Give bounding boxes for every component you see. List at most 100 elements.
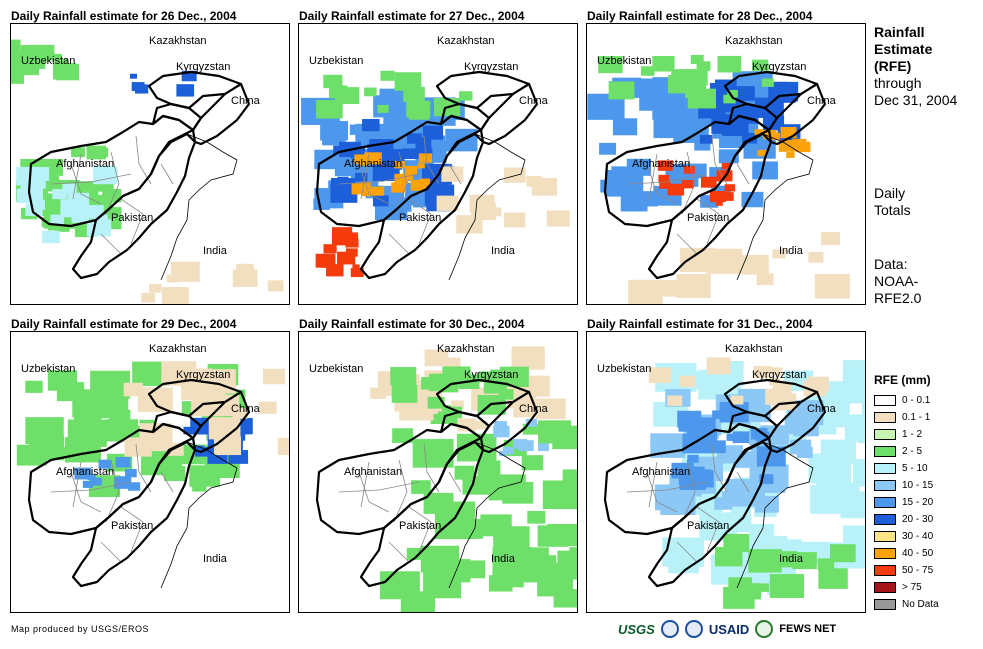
rainfall-cell xyxy=(232,269,258,287)
rainfall-cell xyxy=(755,495,779,513)
rainfall-cell xyxy=(502,481,534,504)
province-boundary xyxy=(70,471,102,513)
province-boundary xyxy=(646,163,678,205)
rainfall-cell xyxy=(352,264,360,270)
rainfall-cell xyxy=(29,167,50,181)
rainfall-cell xyxy=(518,440,534,452)
rainfall-cell xyxy=(679,471,706,490)
country-border xyxy=(71,132,197,280)
rainfall-cell xyxy=(494,421,507,430)
rainfall-cell xyxy=(502,446,514,455)
rainfall-cell xyxy=(380,70,395,81)
legend-item: 20 - 30 xyxy=(874,511,939,528)
country-border xyxy=(439,102,491,132)
country-label-afghanistan: Afghanistan xyxy=(632,158,690,170)
province-boundary xyxy=(338,173,420,185)
rainfall-cell xyxy=(499,451,507,457)
rainfall-cell xyxy=(667,183,685,196)
rainfall-cell xyxy=(699,134,713,144)
rainfall-cell xyxy=(262,368,286,385)
rainfall-cell xyxy=(16,444,47,466)
rainfall-cell xyxy=(493,425,510,438)
rainfall-cell xyxy=(74,467,92,480)
rainfall-cell xyxy=(411,480,431,494)
rainfall-cell xyxy=(424,349,449,367)
map-canvas: Kazakhstan Uzbekistan Kyrgyzstan China Afgha… xyxy=(16,343,289,589)
rainfall-cell xyxy=(129,73,138,79)
province-boundary xyxy=(676,541,698,563)
rainfall-cell xyxy=(361,188,373,197)
rainfall-cell xyxy=(406,133,422,144)
country-label-afghanistan: Afghanistan xyxy=(344,158,402,170)
rainfall-cell xyxy=(394,72,422,91)
rainfall-cell xyxy=(351,182,369,195)
legend-label: 10 - 15 xyxy=(902,480,934,491)
noaa-seal-icon xyxy=(660,620,679,638)
legend-swatch xyxy=(874,395,896,406)
rainfall-cell xyxy=(499,366,529,388)
country-label-afghanistan: Afghanistan xyxy=(344,466,402,478)
rainfall-cell xyxy=(750,427,768,440)
legend-label: 0.1 - 1 xyxy=(902,412,931,423)
legend-item: > 75 xyxy=(874,579,939,596)
legend-item: 0.1 - 1 xyxy=(874,409,939,426)
province-boundary xyxy=(105,459,120,523)
rainfall-cell xyxy=(446,366,465,380)
rainfall-cell xyxy=(521,455,544,471)
rainfall-cell xyxy=(11,70,25,84)
rainfall-cell xyxy=(726,433,737,441)
rainfall-cell xyxy=(90,429,105,439)
rainfall-cell xyxy=(371,186,385,196)
rainfall-cell xyxy=(141,292,156,303)
rainfall-cell xyxy=(778,140,796,152)
province-boundary xyxy=(408,506,432,553)
rainfall-cell xyxy=(161,287,189,304)
rainfall-cell xyxy=(402,148,418,160)
usgs-logo: USGS xyxy=(618,621,655,637)
province-boundary xyxy=(648,461,658,508)
rainfall-cell xyxy=(94,147,109,158)
rainfall-cell xyxy=(51,53,63,62)
fews-net-logo: FEWS NET xyxy=(779,623,837,635)
country-label-kyrgyzstan: Kyrgyzstan xyxy=(464,369,518,381)
rainfall-cell xyxy=(722,490,739,503)
rainfall-cell xyxy=(41,230,60,244)
rainfall-cell xyxy=(195,445,204,452)
province-boundary xyxy=(388,541,410,563)
rainfall-cell xyxy=(818,568,848,589)
data-source-line2: RFE2.0 xyxy=(874,290,922,306)
rainfall-cell xyxy=(503,167,526,183)
rainfall-cell xyxy=(784,415,812,435)
fews-globe-icon xyxy=(755,620,774,638)
rainfall-cell xyxy=(64,437,101,463)
rainfall-cell xyxy=(192,481,207,492)
rainfall-cell xyxy=(707,440,726,454)
rainfall-cell xyxy=(362,119,380,132)
country-border xyxy=(315,422,483,536)
province-boundary xyxy=(160,163,174,185)
rainfall-cell xyxy=(861,399,865,420)
province-boundary xyxy=(50,481,132,493)
province-boundary xyxy=(388,233,410,255)
rainfall-cell xyxy=(727,89,738,98)
rainfall-cell xyxy=(416,147,433,159)
legend-item: 1 - 2 xyxy=(874,426,939,443)
rainfall-cell xyxy=(648,367,672,384)
rainfall-cell xyxy=(330,183,358,203)
province-boundary xyxy=(393,459,408,523)
country-border xyxy=(647,440,773,588)
rainfall-cell xyxy=(488,207,502,217)
rainfall-cell xyxy=(756,273,774,286)
rainfall-cell xyxy=(527,510,546,524)
rainfall-cell xyxy=(90,477,102,486)
rainfall-cell xyxy=(719,401,749,423)
country-label-kyrgyzstan: Kyrgyzstan xyxy=(176,61,230,73)
country-border xyxy=(603,422,771,536)
rainfall-cell xyxy=(740,254,769,275)
panel-title-26: Daily Rainfall estimate for 26 Dec., 200… xyxy=(11,9,237,23)
rainfall-cell xyxy=(391,384,418,403)
legend-swatch xyxy=(874,497,896,508)
country-border xyxy=(479,390,539,454)
rainfall-cell xyxy=(410,179,427,191)
rainfall-cell xyxy=(386,130,403,142)
